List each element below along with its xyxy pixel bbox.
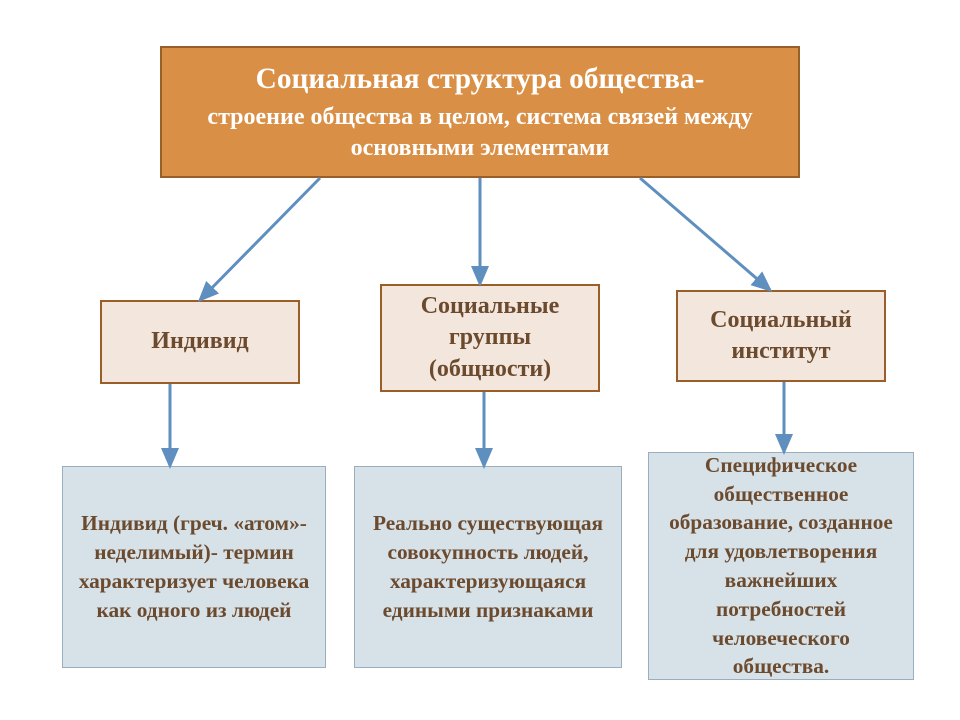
definition-box-2: Специфическое общественное образование, … xyxy=(648,452,914,680)
mid-box-label: Социальные группы (общности) xyxy=(396,291,584,385)
root-box: Социальная структура общества-строение о… xyxy=(160,46,800,178)
mid-box-label: Индивид xyxy=(151,326,248,357)
mid-box-1: Социальные группы (общности) xyxy=(380,284,600,392)
root-title: Социальная структура общества- xyxy=(256,60,705,98)
arrow-2 xyxy=(640,178,770,290)
definition-box-1: Реально существующая совокупность людей,… xyxy=(354,466,622,668)
mid-box-label: Социальный институт xyxy=(692,305,870,367)
definition-box-text: Индивид (греч. «атом»- неделимый)- терми… xyxy=(77,509,311,624)
definition-box-0: Индивид (греч. «атом»- неделимый)- терми… xyxy=(62,466,326,668)
arrow-0 xyxy=(200,178,320,300)
definition-box-text: Реально существующая совокупность людей,… xyxy=(369,509,607,624)
mid-box-2: Социальный институт xyxy=(676,290,886,382)
definition-box-text: Специфическое общественное образование, … xyxy=(663,451,899,681)
root-subtitle: строение общества в целом, система связе… xyxy=(176,102,784,164)
mid-box-0: Индивид xyxy=(100,300,300,384)
